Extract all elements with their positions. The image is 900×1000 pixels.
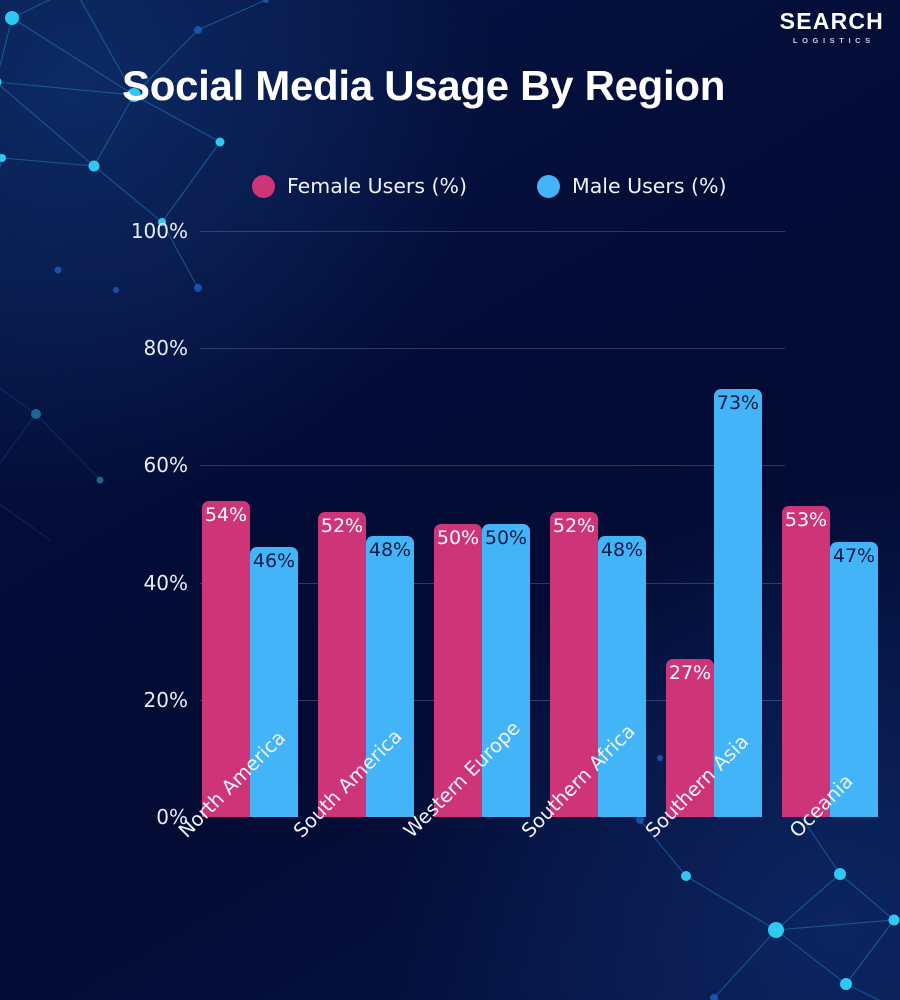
bar-value-label: 52% — [320, 515, 364, 538]
bar-group: 52% 48% — [550, 512, 646, 817]
legend-label-female: Female Users (%) — [287, 174, 468, 198]
bar-male[interactable]: 46% — [250, 547, 298, 817]
bar-value-label: 50% — [484, 527, 528, 549]
bar-value-label: 53% — [784, 509, 828, 532]
circle-marker-male-icon — [537, 174, 561, 198]
bar-group: 50% 50% — [434, 524, 530, 817]
bar-value-label: 46% — [252, 550, 296, 573]
legend-item-female[interactable]: Female Users (%) — [252, 174, 467, 198]
bar-value-label: 50% — [436, 527, 480, 549]
legend-item-male[interactable]: Male Users (%) — [537, 174, 727, 198]
bar-value-label: 48% — [368, 538, 412, 561]
circle-marker-female-icon — [252, 174, 275, 198]
y-axis-tick-label: 80% — [143, 336, 188, 361]
bar-male[interactable]: 48% — [366, 535, 414, 817]
chart-legend: Female Users (%) Male Users (%) — [252, 174, 727, 198]
bar-female[interactable]: 52% — [318, 512, 366, 817]
legend-label-male: Male Users (%) — [572, 174, 727, 198]
bar-female[interactable]: 50% — [434, 524, 482, 817]
bar-value-label: 73% — [716, 392, 760, 415]
y-axis-tick-label: 0% — [156, 805, 188, 829]
bar-group: 27% 73% — [666, 389, 762, 817]
bar-value-label: 27% — [668, 661, 712, 684]
bar-female[interactable]: 53% — [782, 506, 830, 817]
bar-group: 53% 47% — [782, 506, 878, 817]
bar-value-label: 48% — [600, 538, 644, 561]
bar-female[interactable]: 52% — [550, 512, 598, 817]
bar-value-label: 52% — [552, 515, 596, 538]
bar-value-label: 54% — [204, 503, 248, 526]
gridline — [200, 348, 785, 350]
brand-tagline: LOGISTICS — [792, 36, 875, 45]
gridline — [200, 231, 785, 232]
bar-female[interactable]: 54% — [202, 500, 250, 817]
bar-male[interactable]: 47% — [830, 541, 878, 817]
brand-name: SEARCH — [779, 8, 884, 34]
bar-male[interactable]: 73% — [714, 389, 762, 817]
bar-female[interactable]: 27% — [666, 658, 714, 817]
bar-group: 52% 48% — [318, 512, 414, 817]
bar-group: 54% 46% — [202, 500, 298, 817]
bar-value-label: 47% — [832, 544, 876, 567]
gridline — [200, 465, 785, 467]
brand-logo: SEARCH LOGISTICS — [780, 10, 884, 45]
y-axis-tick-label: 100% — [130, 219, 188, 243]
y-axis-tick-label: 40% — [143, 570, 188, 595]
bar-male[interactable]: 48% — [598, 535, 646, 817]
bar-male[interactable]: 50% — [482, 524, 530, 817]
y-axis-tick-label: 20% — [143, 687, 188, 712]
chart-title: Social Media Usage By Region — [122, 62, 726, 109]
y-axis-tick-label: 60% — [143, 453, 188, 478]
